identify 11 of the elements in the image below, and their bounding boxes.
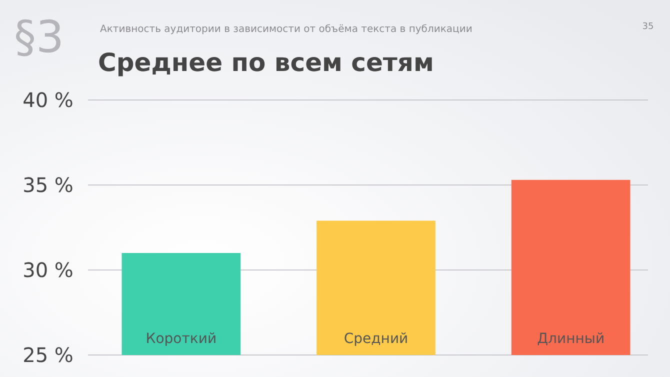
text: §3 [14, 12, 64, 63]
y-tick-label: 30 % [22, 258, 74, 282]
chart-subtitle: Активность аудитории в зависимости от объёма текста в публикации [100, 24, 472, 35]
text: 35 [642, 22, 654, 32]
y-tick-label: 25 % [22, 343, 74, 367]
chart-title: Среднее по всем сетям [98, 48, 434, 77]
x-tick-label: Длинный [537, 331, 605, 347]
y-tick-label: 40 % [22, 88, 74, 112]
y-tick-label: 35 % [22, 173, 74, 197]
x-tick-label: Средний [344, 331, 408, 347]
x-tick-label: Короткий [146, 331, 217, 347]
